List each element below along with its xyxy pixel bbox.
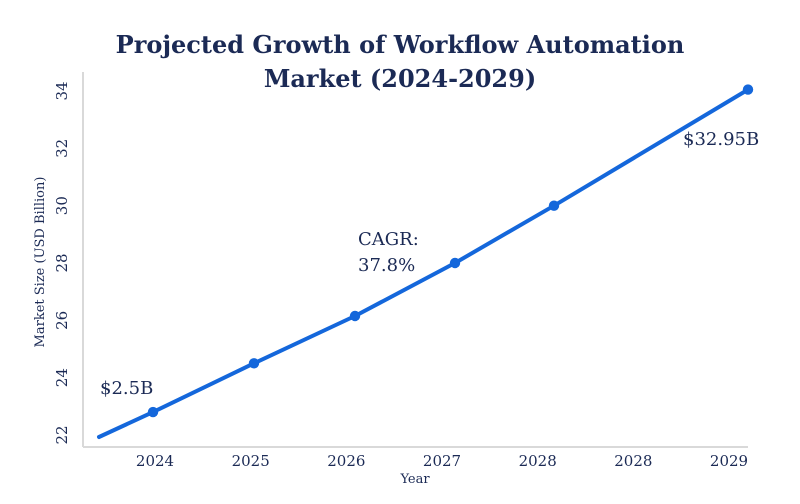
trend-line xyxy=(97,87,750,439)
data-point-marker xyxy=(742,84,754,95)
annotation-cagr-value: 37.8% xyxy=(358,255,416,276)
data-point-marker xyxy=(147,406,159,418)
x-tick-label: 2024 xyxy=(136,452,174,470)
y-tick-label: 22 xyxy=(53,425,71,444)
x-axis-title: Year xyxy=(399,472,430,487)
y-tick-label: 32 xyxy=(53,139,71,158)
x-tick-label: 2025 xyxy=(232,452,270,470)
x-tick-label: 2028 xyxy=(519,452,557,470)
y-tick-label: 26 xyxy=(53,311,71,330)
chart-title: Projected Growth of Workflow Automation … xyxy=(0,28,800,96)
chart-title-line-1: Projected Growth of Workflow Automation xyxy=(115,30,685,59)
y-tick-label: 28 xyxy=(53,253,71,272)
x-tick-label: 2026 xyxy=(327,452,365,470)
annotation-cagr-label: CAGR: xyxy=(358,229,419,250)
x-tick-label: 2027 xyxy=(423,452,461,470)
data-point-marker xyxy=(349,310,361,322)
annotation-first-value: $2.5B xyxy=(100,378,154,399)
y-tick-label: 30 xyxy=(53,196,71,215)
x-tick-label: 2028 xyxy=(614,452,652,470)
annotation-last-value: $32.95B xyxy=(683,129,760,150)
chart-title-line-2: Market (2024-2029) xyxy=(263,64,537,93)
y-tick-label: 24 xyxy=(53,368,71,387)
data-point-marker xyxy=(248,358,260,369)
y-axis-title: Market Size (USD Billion) xyxy=(33,177,48,348)
data-point-marker xyxy=(449,257,461,269)
x-tick-label: 2029 xyxy=(710,452,748,470)
y-tick-label: 34 xyxy=(53,81,71,100)
data-point-marker xyxy=(548,200,560,211)
